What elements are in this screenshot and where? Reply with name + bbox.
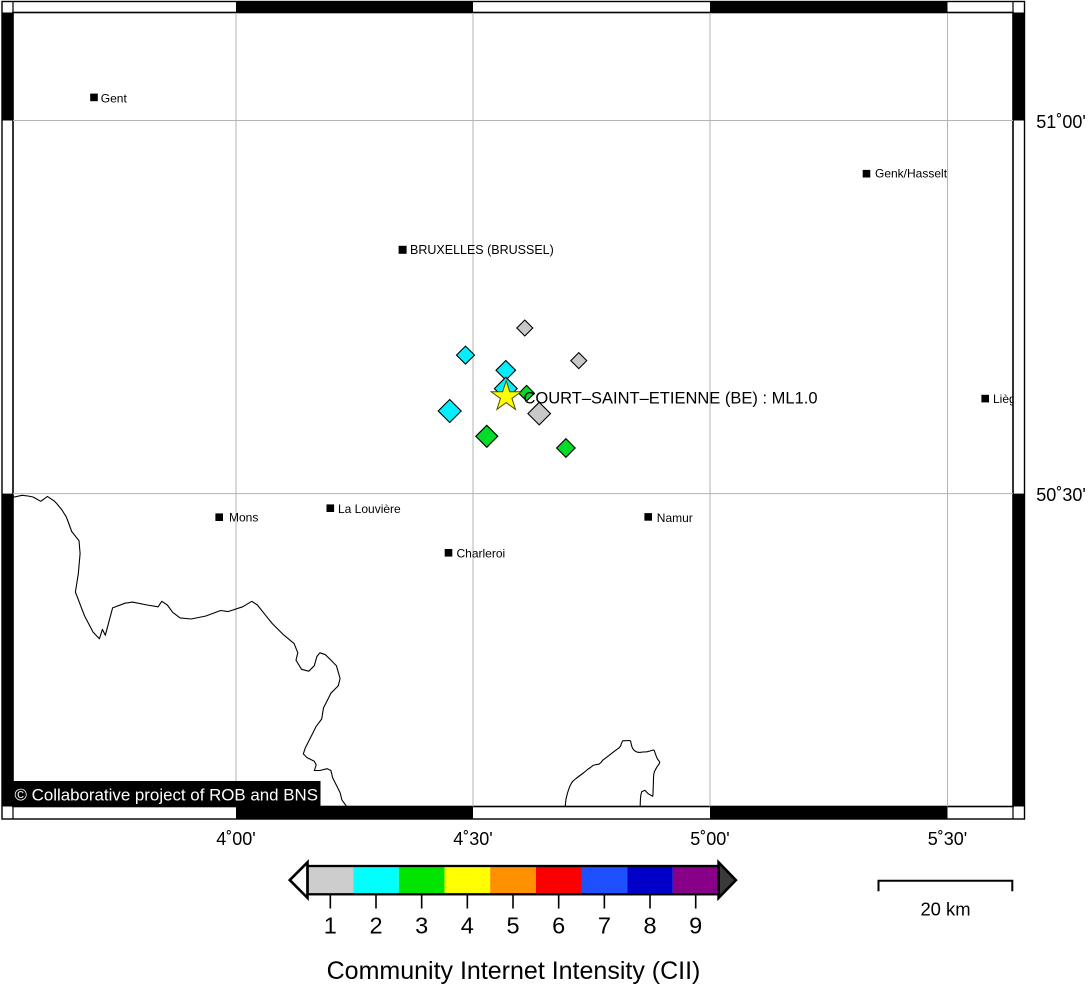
svg-text:20 km: 20 km [920, 899, 970, 920]
svg-text:7: 7 [598, 913, 611, 939]
svg-text:Gent: Gent [101, 91, 128, 105]
svg-text:Genk/Hasselt: Genk/Hasselt [875, 167, 948, 181]
svg-text:La Louvière: La Louvière [338, 502, 401, 516]
svg-text:2: 2 [369, 913, 382, 939]
svg-text:Liège: Liège [993, 392, 1023, 406]
svg-text:© Collaborative project of ROB: © Collaborative project of ROB and BNS [15, 785, 318, 804]
svg-text:Mons: Mons [229, 511, 258, 525]
svg-text:51˚00': 51˚00' [1036, 112, 1085, 132]
svg-text:BRUXELLES (BRUSSEL): BRUXELLES (BRUSSEL) [410, 243, 554, 257]
svg-text:COURT–SAINT–ETIENNE (BE) : ML1: COURT–SAINT–ETIENNE (BE) : ML1.0 [524, 390, 818, 408]
svg-text:5: 5 [506, 913, 519, 939]
svg-text:8: 8 [643, 913, 656, 939]
svg-text:Charleroi: Charleroi [457, 547, 506, 561]
svg-text:5˚00': 5˚00' [690, 829, 729, 849]
svg-text:4˚00': 4˚00' [216, 829, 255, 849]
svg-text:5˚30': 5˚30' [928, 829, 967, 849]
svg-text:1: 1 [324, 913, 337, 939]
svg-text:50˚30': 50˚30' [1036, 485, 1085, 505]
svg-text:3: 3 [415, 913, 428, 939]
svg-text:4: 4 [461, 913, 474, 939]
svg-text:9: 9 [689, 913, 702, 939]
svg-text:4˚30': 4˚30' [453, 829, 492, 849]
svg-text:Community Internet Intensity (: Community Internet Intensity (CII) [327, 957, 701, 985]
svg-text:6: 6 [552, 913, 565, 939]
svg-text:Namur: Namur [657, 511, 693, 525]
